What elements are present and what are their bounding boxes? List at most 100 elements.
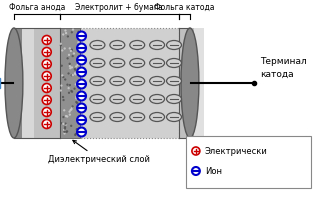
Ellipse shape (110, 112, 125, 121)
Circle shape (42, 47, 51, 56)
Point (58, 44, 63, 47)
Point (70, 105, 75, 108)
Point (70, 55, 75, 58)
Point (72, 87, 77, 90)
Point (61, 98, 66, 102)
Point (61, 33, 66, 36)
Point (70, 28, 76, 31)
Circle shape (42, 108, 51, 116)
Point (69, 106, 75, 109)
Point (60, 49, 65, 52)
Ellipse shape (5, 28, 23, 138)
Bar (194, 28, 204, 138)
Text: Диэлектрический слой: Диэлектрический слой (49, 140, 150, 164)
Ellipse shape (130, 58, 145, 68)
Point (74, 70, 79, 74)
Point (62, 127, 68, 130)
Ellipse shape (110, 76, 125, 86)
Point (68, 67, 73, 70)
Point (67, 83, 72, 87)
Point (62, 130, 67, 133)
Circle shape (42, 119, 51, 129)
Point (70, 73, 75, 77)
Bar (179, 28, 190, 138)
Ellipse shape (166, 58, 181, 68)
Ellipse shape (181, 28, 199, 138)
Point (75, 63, 80, 67)
Point (71, 52, 76, 55)
Text: Ион: Ион (205, 166, 222, 176)
Ellipse shape (130, 40, 145, 49)
Point (60, 95, 66, 99)
Bar (80, 28, 179, 138)
Ellipse shape (130, 76, 145, 86)
Point (63, 123, 68, 126)
Point (74, 100, 79, 104)
Point (65, 83, 70, 86)
Ellipse shape (110, 58, 125, 68)
Circle shape (42, 72, 51, 80)
Ellipse shape (130, 112, 145, 121)
Point (59, 84, 64, 87)
Point (73, 68, 78, 71)
Point (67, 53, 72, 56)
Point (65, 57, 70, 60)
Point (63, 122, 68, 125)
Point (68, 109, 73, 112)
Ellipse shape (166, 95, 181, 104)
Bar (14, 28, 22, 138)
Circle shape (77, 92, 86, 100)
Point (63, 78, 68, 81)
Point (58, 42, 63, 45)
Point (73, 132, 78, 136)
Point (69, 74, 74, 77)
Point (67, 65, 72, 68)
Point (67, 110, 72, 113)
Circle shape (77, 68, 86, 76)
Point (65, 35, 70, 38)
Circle shape (42, 84, 51, 92)
Point (61, 75, 66, 79)
Ellipse shape (150, 40, 164, 49)
Point (61, 128, 67, 131)
Ellipse shape (150, 112, 164, 121)
Point (66, 87, 71, 90)
Point (73, 73, 78, 76)
Point (72, 72, 77, 75)
Point (67, 62, 72, 65)
Ellipse shape (90, 112, 105, 121)
Point (69, 66, 75, 69)
Point (62, 132, 67, 135)
Circle shape (77, 44, 86, 52)
Ellipse shape (90, 58, 105, 68)
Point (76, 84, 81, 87)
Point (62, 109, 67, 112)
Bar (22, 28, 34, 138)
Point (67, 113, 72, 116)
Circle shape (77, 128, 86, 136)
Point (59, 122, 64, 125)
Text: Электрически: Электрически (205, 146, 268, 156)
Ellipse shape (150, 95, 164, 104)
Bar (179, 28, 194, 138)
Circle shape (77, 116, 86, 124)
Point (76, 41, 81, 44)
Point (65, 115, 70, 118)
FancyBboxPatch shape (186, 136, 311, 188)
Point (73, 83, 78, 86)
Point (67, 91, 72, 94)
Circle shape (42, 96, 51, 104)
Point (61, 115, 66, 119)
Ellipse shape (166, 76, 181, 86)
Point (69, 48, 75, 51)
Point (68, 49, 73, 53)
Circle shape (42, 60, 51, 68)
Point (64, 130, 69, 133)
Point (62, 126, 68, 129)
Point (62, 47, 67, 50)
Text: Фольга катода: Фольга катода (154, 3, 215, 12)
Point (69, 124, 74, 127)
Ellipse shape (90, 40, 105, 49)
Point (63, 114, 68, 118)
Point (69, 108, 74, 111)
